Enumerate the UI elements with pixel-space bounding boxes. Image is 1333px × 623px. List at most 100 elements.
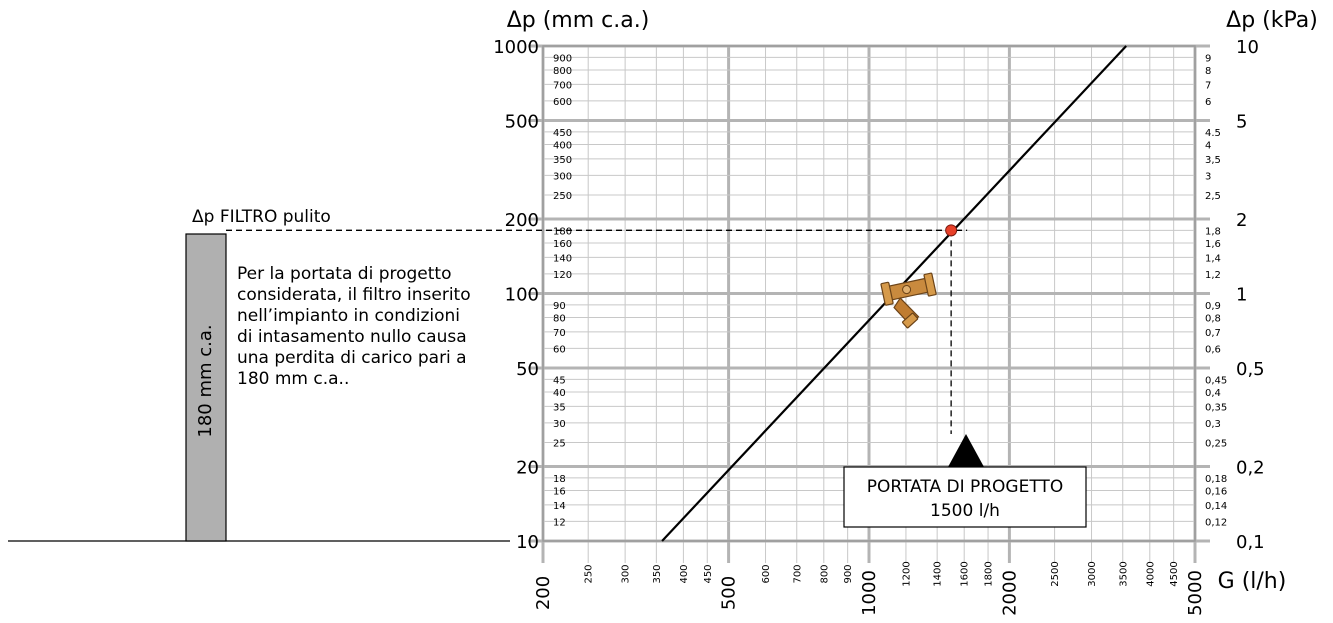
y-right-tick-label-minor: 0,35 [1205,402,1227,413]
y-right-tick-label-minor: 0,8 [1205,313,1221,324]
y-left-tick-label-major: 20 [516,457,539,478]
description-line: di intasamento nullo causa [237,327,467,347]
plot-frame [542,45,1196,542]
y-right-tick-label-minor: 1,6 [1205,239,1221,250]
x-tick-label-major: 1000 [859,570,880,616]
y-right-tick-label-minor: 0,3 [1205,419,1221,430]
description-line: 180 mm c.a.. [237,369,349,389]
x-tick-label-minor: 250 [584,564,595,583]
x-tick-label-minor: 1600 [960,561,971,586]
description-line: considerata, il filtro inserito [237,285,471,305]
y-left-tick-label-minor: 45 [553,375,566,386]
y-left-tick-label-minor: 60 [553,344,566,355]
tick-labels-layer: 250 300 350 400 450 600 700 800 900 1200 1400 1600 1… [493,37,1264,616]
y-right-tick-label-minor: 7 [1205,80,1211,91]
y-left-tick-label-major: 100 [505,285,539,306]
y-right-tick-label-major: 5 [1236,112,1247,133]
y-right-tick-label-minor: 6 [1205,97,1211,108]
x-axis-title: G (l/h) [1218,569,1287,594]
y-left-tick-label-minor: 70 [553,328,566,339]
x-tick-label-minor: 2500 [1050,561,1061,586]
y-left-tick-label-minor: 900 [553,53,572,64]
y-right-tick-label-minor: 0,16 [1205,486,1227,497]
x-tick-label-major: 500 [719,576,740,610]
x-tick-label-minor: 900 [843,564,854,583]
bar-label: 180 mm c.a. [195,324,216,437]
y-axis-left-title: Δp (mm c.a.) [507,8,650,33]
y-left-tick-label-minor: 30 [553,419,566,430]
description-line: nell’impianto in condizioni [237,306,460,326]
y-left-tick-label-minor: 350 [553,155,572,166]
y-left-tick-label-minor: 16 [553,486,566,497]
y-right-tick-label-minor: 2,5 [1205,191,1221,202]
y-right-tick-label-minor: 4.5 [1205,128,1221,139]
x-tick-label-minor: 300 [621,564,632,583]
x-tick-label-minor: 4500 [1169,561,1180,586]
callout-value: 1500 l/h [930,501,1000,521]
y-left-tick-label-minor: 35 [553,402,566,413]
y-right-tick-label-minor: 0,7 [1205,328,1221,339]
y-axis-right-title: Δp (kPa) [1226,8,1318,33]
x-tick-label-minor: 400 [679,564,690,583]
y-right-tick-label-minor: 0,45 [1205,375,1227,386]
x-tick-label-major: 2000 [999,570,1020,616]
x-tick-label-major: 200 [533,576,554,610]
y-right-tick-label-minor: 4 [1205,140,1211,151]
bar-title: Δp FILTRO pulito [192,207,331,227]
y-right-tick-label-minor: 3 [1205,171,1211,182]
y-right-tick-label-minor: 1,2 [1205,270,1221,281]
y-left-tick-label-major: 1000 [493,37,539,58]
y-right-tick-label-major: 0,2 [1236,457,1265,478]
y-right-tick-label-major: 1 [1236,285,1247,306]
y-left-tick-label-major: 500 [505,112,539,133]
y-left-tick-label-minor: 700 [553,80,572,91]
y-left-tick-label-major: 50 [516,359,539,380]
x-tick-label-minor: 1800 [984,561,995,586]
y-right-tick-label-major: 2 [1236,210,1247,231]
x-tick-label-major: 5000 [1185,570,1206,616]
pressure-drop-bar [185,233,227,542]
x-tick-label-minor: 3500 [1118,561,1129,586]
y-left-tick-label-minor: 80 [553,313,566,324]
x-tick-label-minor: 600 [761,564,772,583]
y-right-tick-label-minor: 0,12 [1205,517,1227,528]
x-tick-label-minor: 1200 [901,561,912,586]
y-left-tick-label-minor: 600 [553,97,572,108]
y-right-tick-label-minor: 0,4 [1205,388,1221,399]
y-left-tick-label-minor: 300 [553,171,572,182]
y-right-tick-label-minor: 0,9 [1205,301,1221,312]
y-left-tick-label-minor: 18 [553,474,566,485]
design-point-marker [945,224,958,237]
y-strainer-valve-icon [880,272,937,329]
callout-arrow [948,434,984,467]
y-right-tick-label-minor: 0,14 [1205,501,1227,512]
y-right-tick-label-minor: 8 [1205,66,1211,77]
y-left-tick-label-minor: 14 [553,501,566,512]
callout-title: PORTATA DI PROGETTO [867,477,1063,497]
x-tick-label-minor: 800 [819,564,830,583]
x-tick-label-minor: 450 [703,564,714,583]
x-tick-label-minor: 700 [792,564,803,583]
x-tick-label-minor: 1400 [933,561,944,586]
y-left-tick-label-minor: 250 [553,191,572,202]
y-left-tick-label-minor: 90 [553,301,566,312]
y-left-tick-label-minor: 160 [553,239,572,250]
y-right-tick-label-major: 0,5 [1236,359,1265,380]
y-right-tick-label-minor: 0,18 [1205,474,1227,485]
x-tick-label-minor: 3000 [1087,561,1098,586]
y-left-tick-label-minor: 12 [553,517,566,528]
y-left-tick-label-minor: 400 [553,140,572,151]
y-right-tick-label-minor: 3,5 [1205,155,1221,166]
y-right-tick-label-minor: 0,6 [1205,344,1221,355]
y-right-tick-label-minor: 0,25 [1205,439,1227,450]
y-right-tick-label-minor: 9 [1205,53,1211,64]
y-left-tick-label-minor: 25 [553,439,566,450]
callout-box [843,466,1087,528]
y-right-tick-label-major: 10 [1236,37,1259,58]
y-left-tick-label-minor: 450 [553,128,572,139]
y-right-tick-label-minor: 1,8 [1205,226,1221,237]
y-left-tick-label-minor: 180 [553,226,572,237]
y-left-tick-label-minor: 800 [553,66,572,77]
description-text: Per la portata di progetto considerata, … [237,264,471,389]
y-right-tick-label-major: 0,1 [1236,532,1265,553]
